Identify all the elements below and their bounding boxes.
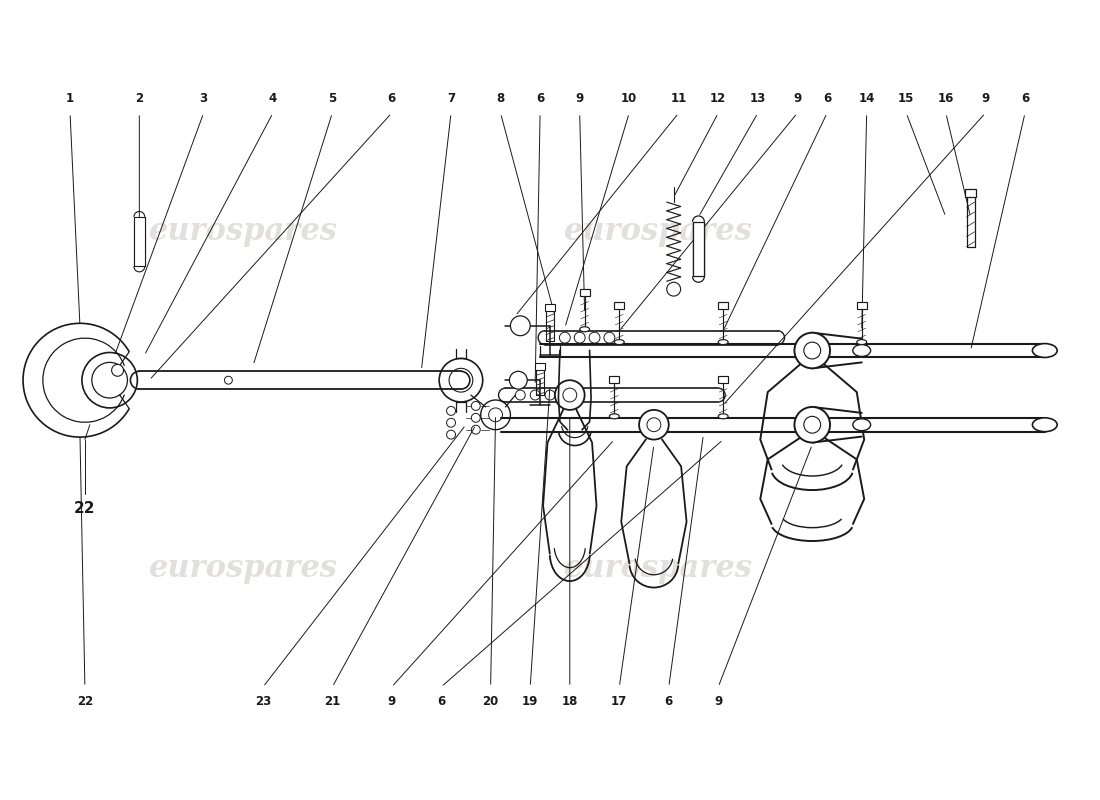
Bar <box>857 302 867 309</box>
Text: 6: 6 <box>1021 92 1030 105</box>
Text: 12: 12 <box>711 92 726 105</box>
Text: 7: 7 <box>447 92 455 105</box>
Text: eurospares: eurospares <box>148 216 338 247</box>
Circle shape <box>554 380 584 410</box>
Circle shape <box>794 333 830 368</box>
Circle shape <box>509 371 527 389</box>
Circle shape <box>794 407 830 442</box>
Text: eurospares: eurospares <box>148 553 338 584</box>
Ellipse shape <box>718 340 728 345</box>
Text: eurospares: eurospares <box>564 553 754 584</box>
Ellipse shape <box>580 326 590 332</box>
Bar <box>609 376 619 383</box>
Bar <box>536 363 546 370</box>
Text: 6: 6 <box>437 695 446 708</box>
Ellipse shape <box>614 340 624 345</box>
Text: 5: 5 <box>328 92 337 105</box>
Text: 19: 19 <box>522 695 538 708</box>
Ellipse shape <box>857 340 867 345</box>
Text: 4: 4 <box>268 92 277 105</box>
Text: eurospares: eurospares <box>564 216 754 247</box>
Text: 13: 13 <box>750 92 766 105</box>
Text: 22: 22 <box>74 502 96 516</box>
Text: 9: 9 <box>981 92 990 105</box>
Text: 6: 6 <box>823 92 832 105</box>
Text: 9: 9 <box>793 92 802 105</box>
Circle shape <box>111 364 123 376</box>
Text: 22: 22 <box>77 695 94 708</box>
Text: 9: 9 <box>575 92 584 105</box>
Text: 23: 23 <box>255 695 271 708</box>
Bar <box>134 217 145 266</box>
Bar <box>693 222 704 276</box>
Bar <box>580 289 590 296</box>
Bar <box>718 302 728 309</box>
Text: 9: 9 <box>714 695 723 708</box>
Text: 21: 21 <box>324 695 340 708</box>
Text: 2: 2 <box>135 92 143 105</box>
Text: 1: 1 <box>66 92 74 105</box>
Text: 14: 14 <box>858 92 874 105</box>
Text: 10: 10 <box>621 92 637 105</box>
Bar <box>546 304 554 311</box>
Bar <box>614 302 624 309</box>
Ellipse shape <box>852 345 870 357</box>
Ellipse shape <box>718 414 728 419</box>
Bar <box>718 376 728 383</box>
Ellipse shape <box>1033 343 1057 358</box>
Text: 6: 6 <box>536 92 544 105</box>
Text: 20: 20 <box>483 695 498 708</box>
Text: 3: 3 <box>199 92 208 105</box>
Ellipse shape <box>609 414 619 419</box>
Text: 8: 8 <box>496 92 505 105</box>
Text: 17: 17 <box>612 695 627 708</box>
Ellipse shape <box>852 419 870 430</box>
Text: 11: 11 <box>671 92 686 105</box>
Text: 9: 9 <box>387 695 396 708</box>
Ellipse shape <box>1033 418 1057 432</box>
Text: 6: 6 <box>664 695 673 708</box>
Circle shape <box>639 410 669 439</box>
Text: 6: 6 <box>387 92 396 105</box>
Text: 16: 16 <box>937 92 954 105</box>
Circle shape <box>510 316 530 336</box>
Bar <box>965 190 976 197</box>
Text: 18: 18 <box>562 695 578 708</box>
Text: 15: 15 <box>898 92 914 105</box>
